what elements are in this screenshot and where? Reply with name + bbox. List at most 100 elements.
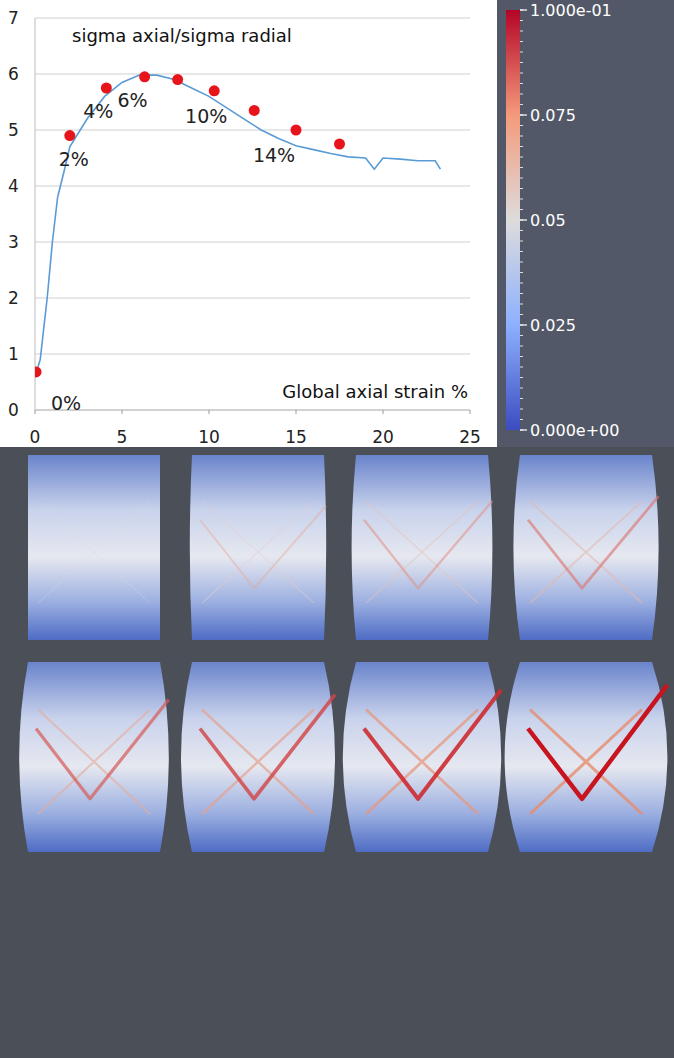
strain-fields [19, 455, 667, 852]
shear-band-faint [38, 501, 150, 603]
shear-band [200, 506, 326, 588]
x-tick [383, 410, 384, 414]
x-tick-label: 5 [117, 427, 128, 447]
colorbar-minor-tick [520, 104, 523, 105]
y-axis-line [35, 18, 36, 410]
colorbar-minor-tick [520, 419, 523, 420]
shear-band-faint [530, 710, 642, 815]
field-body [505, 662, 668, 852]
colorbar-minor-tick [520, 388, 523, 389]
grid-line [35, 242, 470, 243]
colorbar-minor-tick [520, 188, 523, 189]
x-tick [122, 410, 123, 414]
y-tick-label: 6 [8, 64, 19, 84]
point-label: 2% [59, 148, 89, 170]
colorbar-minor-tick [520, 199, 523, 200]
colorbar-tick [520, 324, 527, 325]
field-body [181, 662, 335, 852]
colorbar-minor-tick [520, 167, 523, 168]
colorbar-tick [520, 114, 527, 115]
colorbar-minor-tick [520, 31, 523, 32]
colorbar-minor-tick [520, 20, 523, 21]
colorbar-minor-tick [520, 178, 523, 179]
grid-line [35, 74, 470, 75]
colorbar-tick-label: 0.000e+00 [530, 421, 619, 440]
colorbar-minor-tick [520, 272, 523, 273]
y-tick-label: 2 [8, 288, 19, 308]
x-tick [296, 410, 297, 414]
colorbar-tick [520, 429, 527, 430]
colorbar-minor-tick [520, 409, 523, 410]
grid-line [35, 298, 470, 299]
stage-point [101, 83, 112, 94]
colorbar-minor-tick [520, 335, 523, 336]
field-panel [28, 455, 160, 640]
stage-point [139, 71, 150, 82]
grid-line [35, 130, 470, 131]
x-tick [209, 410, 210, 414]
field-panel [343, 662, 501, 852]
colorbar-minor-tick [520, 52, 523, 53]
colorbar-minor-tick [520, 398, 523, 399]
chart-background [0, 0, 497, 447]
stage-point [249, 105, 260, 116]
shear-band-faint [530, 501, 642, 603]
colorbar-minor-tick [520, 241, 523, 242]
field-panel [352, 455, 493, 640]
colorbar-minor-tick [520, 293, 523, 294]
grid-line [35, 186, 470, 187]
field-body [352, 455, 493, 640]
figure: 012345670510152025sigma axial/sigma radi… [0, 0, 674, 1058]
grid-line [35, 410, 470, 411]
colorbar-minor-tick [520, 367, 523, 368]
colorbar-minor-tick [520, 157, 523, 158]
colorbar-minor-tick [520, 304, 523, 305]
shear-band-faint [366, 501, 478, 603]
colorbar-tick-label: 0.075 [530, 106, 576, 125]
x-tick [35, 410, 36, 414]
colorbar-minor-tick [520, 262, 523, 263]
colorbar [506, 10, 520, 430]
colorbar-tick [520, 9, 527, 10]
y-tick-label: 4 [8, 176, 19, 196]
colorbar-tick-label: 0.025 [530, 316, 576, 335]
point-label: 4% [83, 100, 113, 122]
field-panel [513, 455, 658, 640]
colorbar-minor-tick [520, 62, 523, 63]
grid-line [35, 18, 470, 19]
y-tick-label: 3 [8, 232, 19, 252]
colorbar-minor-tick [520, 209, 523, 210]
shear-band-faint [38, 710, 150, 815]
grid-line [35, 354, 470, 355]
shear-band [364, 690, 501, 799]
shear-band [364, 501, 492, 588]
shear-band [200, 695, 335, 799]
shear-band [36, 699, 169, 798]
x-tick [470, 410, 471, 414]
shear-band-faint [202, 710, 314, 815]
field-body [19, 662, 169, 852]
y-tick-label: 7 [8, 8, 19, 28]
point-label: 14% [253, 144, 295, 166]
colorbar-tick [520, 219, 527, 220]
curve [35, 75, 440, 376]
point-label: 0% [51, 392, 81, 414]
field-body [28, 455, 160, 640]
fields-background [0, 447, 674, 1058]
stage-point [35, 366, 42, 377]
x-tick-label: 15 [285, 427, 307, 447]
x-axis-line [35, 410, 470, 411]
point-label: 6% [118, 89, 148, 111]
colorbar-minor-tick [520, 314, 523, 315]
colorbar-minor-tick [520, 125, 523, 126]
colorbar-minor-tick [520, 136, 523, 137]
colorbar-minor-tick [520, 83, 523, 84]
colorbar-minor-tick [520, 73, 523, 74]
stage-point [64, 130, 75, 141]
field-panel [19, 662, 169, 852]
stage-point [334, 139, 345, 150]
field-body [513, 455, 658, 640]
field-panel [505, 662, 668, 852]
colorbar-minor-tick [520, 94, 523, 95]
x-axis-title: Global axial strain % [282, 381, 468, 402]
